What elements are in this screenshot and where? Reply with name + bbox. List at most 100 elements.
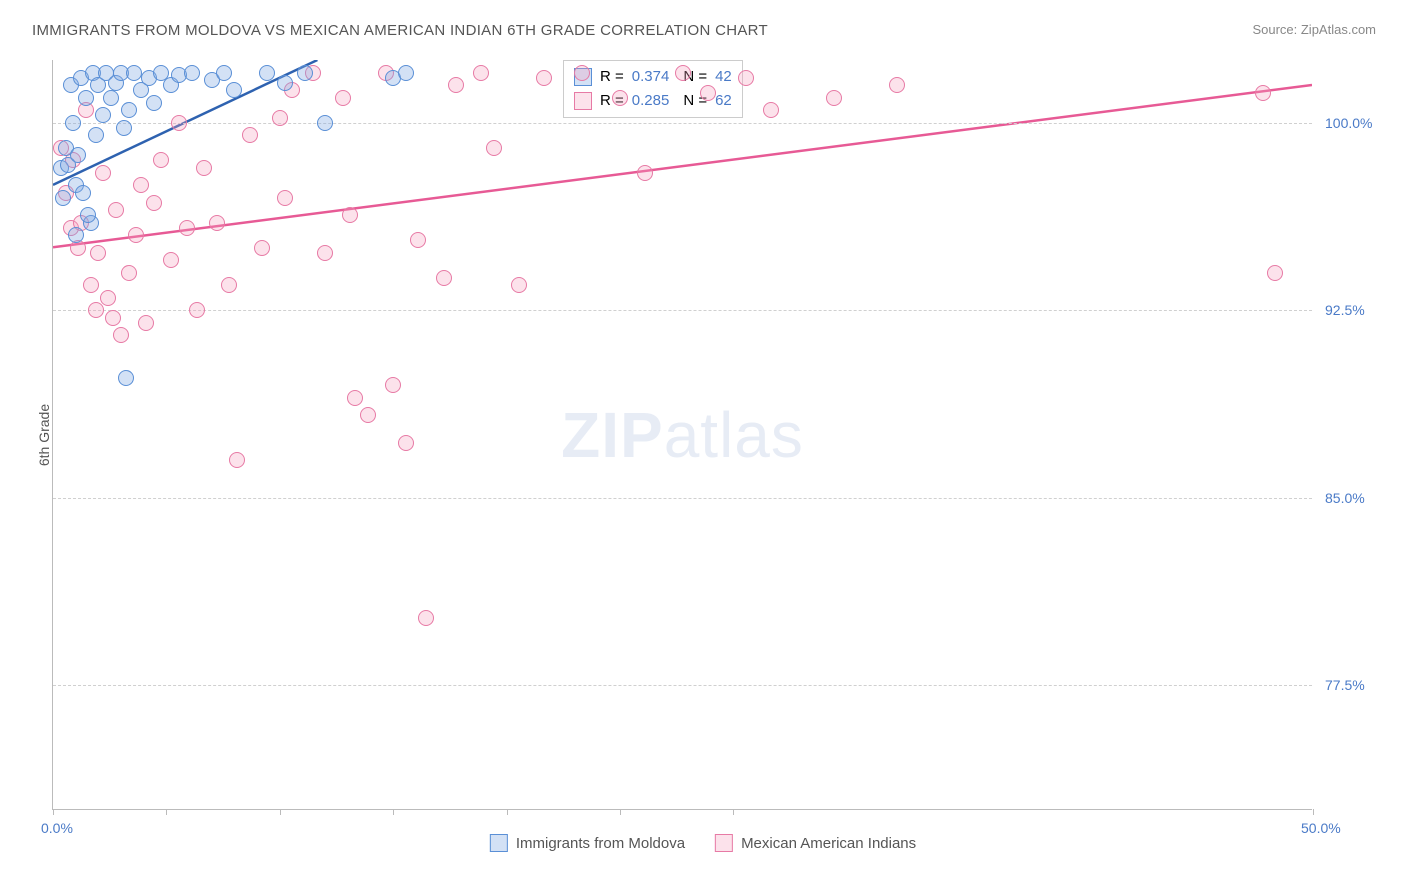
- x-tick: [166, 809, 167, 815]
- gridline-h: [53, 498, 1312, 499]
- scatter-point-mexican: [486, 140, 502, 156]
- scatter-point-mexican: [1255, 85, 1271, 101]
- legend-label-mexican: Mexican American Indians: [741, 835, 916, 852]
- scatter-point-moldova: [65, 115, 81, 131]
- x-tick: [733, 809, 734, 815]
- n-value-moldova: 42: [715, 65, 732, 89]
- scatter-point-moldova: [103, 90, 119, 106]
- scatter-point-mexican: [436, 270, 452, 286]
- scatter-point-moldova: [259, 65, 275, 81]
- scatter-point-mexican: [171, 115, 187, 131]
- scatter-point-mexican: [360, 407, 376, 423]
- scatter-point-moldova: [317, 115, 333, 131]
- scatter-point-mexican: [342, 207, 358, 223]
- scatter-point-mexican: [536, 70, 552, 86]
- scatter-point-mexican: [254, 240, 270, 256]
- scatter-point-mexican: [511, 277, 527, 293]
- scatter-point-moldova: [75, 185, 91, 201]
- scatter-point-mexican: [100, 290, 116, 306]
- scatter-point-mexican: [448, 77, 464, 93]
- scatter-point-mexican: [189, 302, 205, 318]
- scatter-point-moldova: [68, 227, 84, 243]
- scatter-point-mexican: [410, 232, 426, 248]
- swatch-mexican: [574, 92, 592, 110]
- scatter-point-mexican: [105, 310, 121, 326]
- x-tick-label: 50.0%: [1301, 820, 1341, 836]
- legend-label-moldova: Immigrants from Moldova: [516, 835, 685, 852]
- scatter-point-mexican: [95, 165, 111, 181]
- scatter-point-mexican: [153, 152, 169, 168]
- scatter-point-mexican: [242, 127, 258, 143]
- scatter-point-mexican: [221, 277, 237, 293]
- scatter-point-mexican: [1267, 265, 1283, 281]
- scatter-point-moldova: [126, 65, 142, 81]
- scatter-point-moldova: [184, 65, 200, 81]
- scatter-point-moldova: [95, 107, 111, 123]
- scatter-point-mexican: [90, 245, 106, 261]
- scatter-point-mexican: [738, 70, 754, 86]
- x-tick: [620, 809, 621, 815]
- swatch-mexican-bottom: [715, 834, 733, 852]
- legend-item-moldova: Immigrants from Moldova: [490, 834, 685, 852]
- watermark-atlas: atlas: [664, 399, 804, 471]
- scatter-point-mexican: [418, 610, 434, 626]
- scatter-point-moldova: [70, 147, 86, 163]
- scatter-point-mexican: [128, 227, 144, 243]
- scatter-point-mexican: [700, 85, 716, 101]
- watermark: ZIPatlas: [561, 398, 804, 472]
- legend-item-mexican: Mexican American Indians: [715, 834, 916, 852]
- trend-lines-svg: [53, 60, 1312, 809]
- gridline-h: [53, 310, 1312, 311]
- correlation-legend: R = 0.374 N = 42 R = 0.285 N = 62: [563, 60, 743, 118]
- scatter-point-mexican: [889, 77, 905, 93]
- x-tick: [53, 809, 54, 815]
- scatter-point-mexican: [88, 302, 104, 318]
- x-tick: [1313, 809, 1314, 815]
- scatter-point-mexican: [108, 202, 124, 218]
- r-label: R =: [600, 65, 624, 89]
- scatter-point-mexican: [763, 102, 779, 118]
- gridline-h: [53, 685, 1312, 686]
- scatter-point-mexican: [163, 252, 179, 268]
- scatter-point-mexican: [347, 390, 363, 406]
- r-value-moldova: 0.374: [632, 65, 670, 89]
- scatter-point-mexican: [121, 265, 137, 281]
- y-tick-label: 77.5%: [1325, 677, 1365, 693]
- scatter-point-mexican: [574, 65, 590, 81]
- scatter-point-moldova: [116, 120, 132, 136]
- scatter-point-moldova: [121, 102, 137, 118]
- scatter-point-mexican: [335, 90, 351, 106]
- scatter-point-moldova: [216, 65, 232, 81]
- scatter-point-mexican: [473, 65, 489, 81]
- scatter-point-moldova: [80, 207, 96, 223]
- scatter-point-mexican: [138, 315, 154, 331]
- scatter-point-mexican: [196, 160, 212, 176]
- plot-area: 6th Grade ZIPatlas R = 0.374 N = 42 R = …: [52, 60, 1312, 810]
- scatter-point-moldova: [297, 65, 313, 81]
- scatter-point-mexican: [83, 277, 99, 293]
- scatter-point-mexican: [385, 377, 401, 393]
- scatter-point-mexican: [277, 190, 293, 206]
- scatter-point-moldova: [226, 82, 242, 98]
- scatter-point-mexican: [113, 327, 129, 343]
- n-value-mexican: 62: [715, 89, 732, 113]
- scatter-point-mexican: [612, 90, 628, 106]
- scatter-point-mexican: [209, 215, 225, 231]
- y-tick-label: 92.5%: [1325, 302, 1365, 318]
- scatter-point-mexican: [398, 435, 414, 451]
- x-tick: [507, 809, 508, 815]
- x-tick: [280, 809, 281, 815]
- scatter-point-mexican: [317, 245, 333, 261]
- swatch-moldova-bottom: [490, 834, 508, 852]
- scatter-point-moldova: [118, 370, 134, 386]
- x-tick: [393, 809, 394, 815]
- scatter-point-mexican: [272, 110, 288, 126]
- scatter-point-moldova: [277, 75, 293, 91]
- scatter-point-moldova: [398, 65, 414, 81]
- scatter-point-mexican: [179, 220, 195, 236]
- watermark-zip: ZIP: [561, 399, 664, 471]
- scatter-point-moldova: [146, 95, 162, 111]
- scatter-point-mexican: [229, 452, 245, 468]
- scatter-point-moldova: [78, 90, 94, 106]
- y-tick-label: 85.0%: [1325, 490, 1365, 506]
